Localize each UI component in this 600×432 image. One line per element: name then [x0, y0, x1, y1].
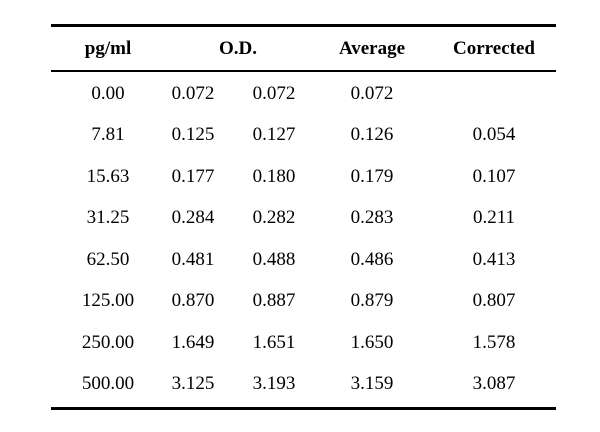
table-row: 500.00 3.125 3.193 3.159 3.087	[51, 364, 556, 406]
cell-od-1: 0.284	[171, 207, 215, 229]
cell-average: 0.179	[350, 165, 394, 187]
header-average: Average	[338, 37, 406, 59]
cell-od-2: 0.282	[252, 207, 296, 229]
header-od: O.D.	[219, 37, 257, 59]
cell-concentration: 250.00	[81, 331, 135, 353]
cell-concentration: 500.00	[81, 373, 135, 395]
table-row: 15.63 0.177 0.180 0.179 0.107	[51, 156, 556, 198]
header-corrected: Corrected	[453, 37, 535, 59]
table-row: 125.00 0.870 0.887 0.879 0.807	[51, 281, 556, 323]
table-row: 62.50 0.481 0.488 0.486 0.413	[51, 239, 556, 281]
header-concentration: pg/ml	[84, 37, 132, 59]
cell-od-2: 0.488	[252, 248, 296, 270]
cell-od-1: 0.072	[171, 82, 215, 104]
cell-concentration: 15.63	[86, 165, 130, 187]
cell-corrected	[444, 73, 544, 115]
cell-concentration: 125.00	[81, 290, 135, 312]
cell-concentration: 62.50	[86, 248, 130, 270]
cell-od-1: 1.649	[171, 331, 215, 353]
cell-corrected: 0.107	[472, 165, 516, 187]
cell-average: 0.879	[350, 290, 394, 312]
cell-od-2: 0.127	[252, 124, 296, 146]
table-row: 0.00 0.072 0.072 0.072	[51, 73, 556, 115]
cell-average: 0.072	[350, 82, 394, 104]
table-row: 250.00 1.649 1.651 1.650 1.578	[51, 322, 556, 364]
cell-concentration: 31.25	[86, 207, 130, 229]
table-row: 31.25 0.284 0.282 0.283 0.211	[51, 198, 556, 240]
cell-corrected: 0.054	[472, 124, 516, 146]
cell-od-1: 3.125	[171, 373, 215, 395]
cell-concentration: 7.81	[91, 124, 125, 146]
cell-average: 0.126	[350, 124, 394, 146]
cell-average: 3.159	[350, 373, 394, 395]
cell-od-1: 0.870	[171, 290, 215, 312]
cell-od-2: 0.180	[252, 165, 296, 187]
cell-od-1: 0.177	[171, 165, 215, 187]
cell-od-1: 0.481	[171, 248, 215, 270]
cell-corrected: 3.087	[472, 373, 516, 395]
table-body: 0.00 0.072 0.072 0.072 7.81 0.125 0.127 …	[51, 72, 556, 407]
table-header-row: pg/ml O.D. Average Corrected	[51, 27, 556, 70]
cell-od-1: 0.125	[171, 124, 215, 146]
cell-average: 1.650	[350, 331, 394, 353]
cell-od-2: 3.193	[252, 373, 296, 395]
table-row: 7.81 0.125 0.127 0.126 0.054	[51, 115, 556, 157]
data-table: pg/ml O.D. Average Corrected 0.00 0.072 …	[51, 24, 556, 410]
cell-corrected: 0.807	[472, 290, 516, 312]
cell-concentration: 0.00	[91, 82, 125, 104]
table-bottom-rule	[51, 407, 556, 410]
cell-average: 0.283	[350, 207, 394, 229]
cell-corrected: 0.413	[472, 248, 516, 270]
cell-od-2: 0.072	[252, 82, 296, 104]
cell-od-2: 0.887	[252, 290, 296, 312]
table-top-rule	[51, 24, 556, 27]
cell-average: 0.486	[350, 248, 394, 270]
cell-corrected: 1.578	[472, 331, 516, 353]
cell-corrected: 0.211	[472, 207, 516, 229]
table-header-rule	[51, 70, 556, 72]
cell-od-2: 1.651	[252, 331, 296, 353]
